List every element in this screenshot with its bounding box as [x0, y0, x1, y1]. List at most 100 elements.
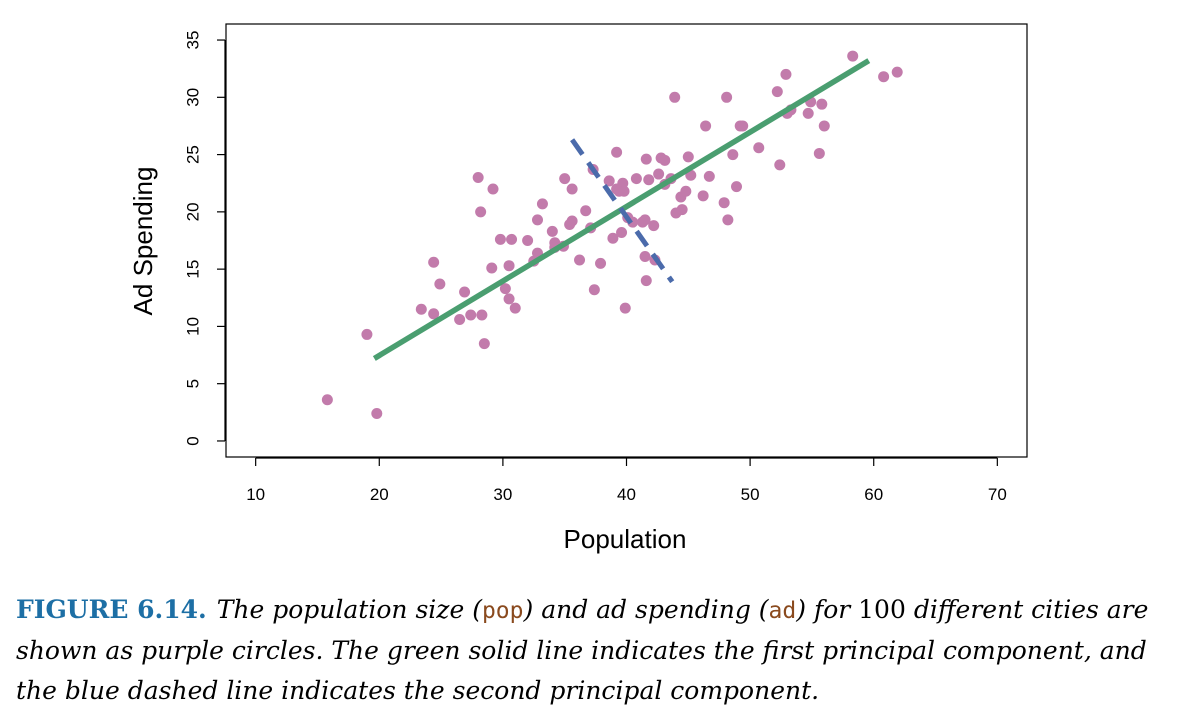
- data-point: [774, 159, 786, 171]
- data-point: [611, 146, 623, 158]
- x-tick-label: 70: [988, 485, 1007, 504]
- data-point: [648, 220, 660, 232]
- y-tick-label: 15: [183, 260, 202, 279]
- data-point: [465, 309, 477, 321]
- x-tick-label: 50: [741, 485, 760, 504]
- data-points: [321, 50, 903, 419]
- data-point: [818, 120, 830, 132]
- data-point: [847, 50, 859, 62]
- data-point: [487, 183, 499, 195]
- data-point: [434, 278, 446, 290]
- y-axis-label: Ad Spending: [128, 167, 158, 316]
- data-point: [816, 98, 828, 110]
- caption-code-pop: pop: [481, 598, 524, 624]
- y-tick-label: 30: [183, 88, 202, 107]
- data-point: [503, 293, 515, 305]
- data-point: [731, 181, 743, 193]
- data-point: [564, 218, 576, 230]
- x-tick-label: 40: [617, 485, 636, 504]
- data-point: [753, 142, 765, 154]
- data-point: [618, 185, 630, 197]
- data-point: [680, 185, 692, 197]
- data-point: [546, 225, 558, 237]
- x-tick-label: 30: [493, 485, 512, 504]
- x-tick-label: 60: [864, 485, 883, 504]
- y-axis: 0 5 10 15 20 25 30 35: [183, 31, 226, 446]
- x-tick-label: 20: [370, 485, 389, 504]
- data-point: [499, 283, 511, 295]
- data-point: [697, 190, 709, 202]
- data-point: [536, 198, 548, 210]
- plot-box: [225, 23, 1028, 458]
- data-point: [428, 256, 440, 268]
- plot-frame: [225, 23, 1028, 458]
- data-point: [509, 302, 521, 314]
- data-point: [454, 314, 466, 326]
- caption-text-3: ) for: [796, 595, 859, 624]
- y-tick-label: 25: [183, 145, 202, 164]
- data-point: [802, 107, 814, 119]
- y-tick-label: 0: [183, 436, 202, 445]
- caption-text-4: different cities are shown as purple cir…: [16, 595, 1149, 705]
- data-point: [676, 204, 688, 216]
- second-principal-component-line: [570, 138, 675, 284]
- data-point: [321, 394, 333, 406]
- y-tick-label: 10: [183, 317, 202, 336]
- data-point: [639, 251, 651, 263]
- data-point: [580, 205, 592, 217]
- data-point: [588, 284, 600, 296]
- data-point: [607, 232, 619, 244]
- data-point: [878, 71, 890, 83]
- data-point: [559, 173, 571, 185]
- x-axis: 10 20 30 40 50 60 70: [246, 457, 1007, 504]
- y-tick-label: 5: [183, 379, 202, 388]
- x-tick-label: 10: [246, 485, 265, 504]
- data-point: [428, 308, 440, 320]
- caption-code-ad: ad: [768, 598, 797, 624]
- scatter-chart: 10 20 30 40 50 60 70 0 5 10 15 20 25 30 35 Population…: [128, 23, 1028, 554]
- data-point: [737, 120, 749, 132]
- data-point: [643, 174, 655, 186]
- data-point: [703, 170, 715, 182]
- data-point: [476, 309, 488, 321]
- data-point: [522, 235, 534, 246]
- data-point: [639, 214, 651, 226]
- data-point: [603, 175, 615, 187]
- data-point: [640, 275, 652, 287]
- data-point: [619, 302, 631, 314]
- data-point: [361, 328, 373, 340]
- data-point: [653, 168, 665, 180]
- caption-text-1: The population size (: [216, 595, 482, 624]
- caption-text-2: ) and ad spending (: [523, 595, 769, 624]
- data-point: [503, 260, 515, 272]
- data-point: [640, 153, 652, 165]
- x-axis-label: Population: [564, 524, 687, 554]
- data-point: [771, 86, 783, 98]
- data-point: [486, 262, 498, 274]
- data-point: [682, 151, 694, 163]
- data-point: [415, 303, 427, 315]
- figure-number: FIGURE 6.14.: [16, 595, 207, 624]
- data-point: [721, 91, 733, 103]
- caption-number: 100: [858, 595, 906, 624]
- data-point: [891, 66, 903, 78]
- data-point: [532, 214, 543, 226]
- data-point: [813, 147, 825, 159]
- data-point: [780, 68, 792, 80]
- figure-caption: FIGURE 6.14. The population size (pop) an…: [16, 590, 1188, 711]
- y-tick-label: 20: [183, 202, 202, 221]
- data-point: [718, 197, 730, 209]
- data-point: [595, 257, 607, 269]
- data-point: [616, 226, 628, 238]
- data-point: [459, 286, 471, 298]
- data-point: [727, 149, 739, 161]
- y-tick-label: 35: [183, 31, 202, 50]
- data-point: [371, 407, 383, 419]
- data-point: [494, 233, 506, 245]
- principal-component-lines: [372, 58, 871, 361]
- data-point: [472, 171, 484, 183]
- data-point: [700, 120, 712, 132]
- data-point: [669, 91, 681, 103]
- data-point: [722, 214, 734, 226]
- data-point: [475, 206, 487, 218]
